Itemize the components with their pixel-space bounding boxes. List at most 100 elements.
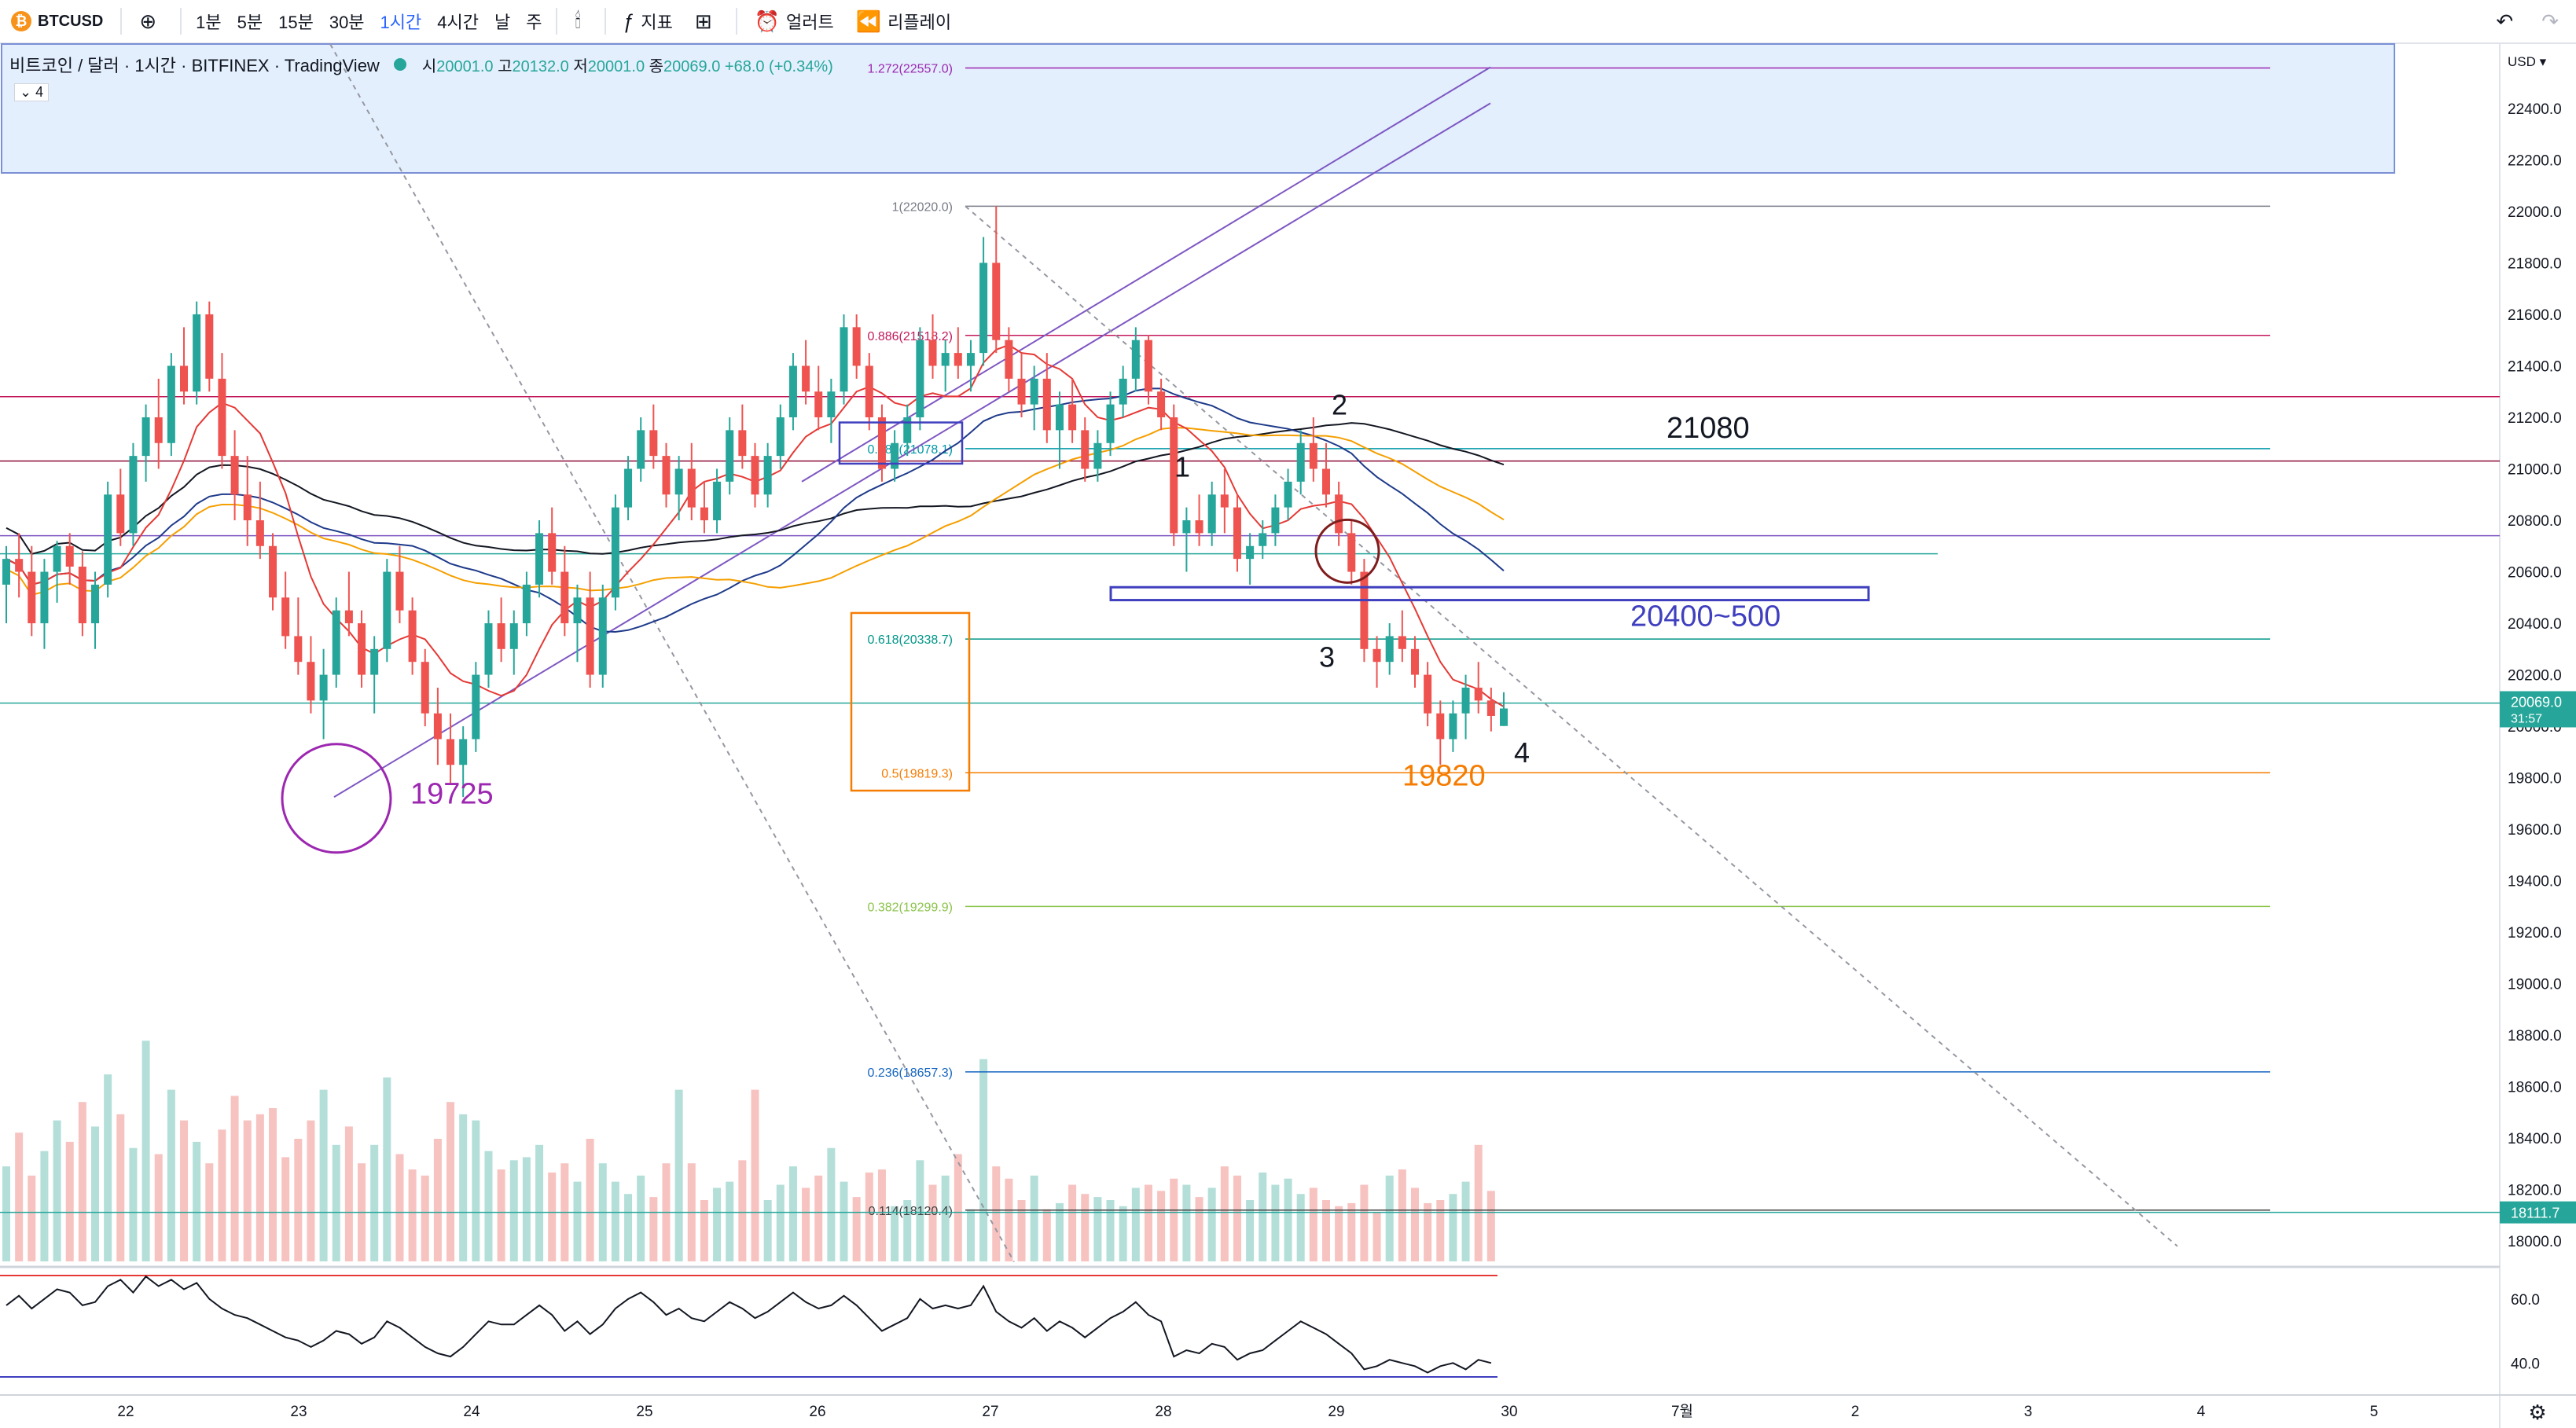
interval-button[interactable]: 15분 bbox=[278, 13, 314, 32]
candle-body bbox=[751, 456, 759, 495]
price-tick-label: 19800.0 bbox=[2508, 771, 2562, 787]
price-badge bbox=[2500, 1201, 2576, 1224]
interval-button[interactable]: 날 bbox=[494, 13, 511, 32]
chart-annotation: 4 bbox=[1514, 736, 1530, 769]
volume-bar bbox=[1335, 1206, 1343, 1261]
price-tick-label: 21800.0 bbox=[2508, 255, 2562, 272]
compare-button[interactable]: ⊕ bbox=[128, 0, 174, 42]
volume-bar bbox=[877, 1169, 886, 1261]
candle-body bbox=[383, 571, 391, 649]
fib-level-label: 1.272(22557.0) bbox=[867, 62, 953, 75]
redo-icon: ↷ bbox=[2541, 9, 2559, 33]
volume-bar bbox=[307, 1120, 315, 1261]
price-tick-label: 21400.0 bbox=[2508, 358, 2562, 375]
volume-bar bbox=[332, 1144, 340, 1261]
price-tick-label: 18000.0 bbox=[2508, 1234, 2562, 1250]
candle-body bbox=[1309, 442, 1317, 469]
interval-button[interactable]: 4시간 bbox=[437, 13, 479, 32]
candle-body bbox=[446, 739, 455, 765]
candle-body bbox=[332, 610, 340, 675]
price-tick-label: 18400.0 bbox=[2508, 1131, 2562, 1147]
candle-body bbox=[1321, 468, 1330, 495]
candle-body bbox=[776, 417, 785, 457]
fib-level-label: 0.114(18120.4) bbox=[869, 1205, 953, 1218]
volume-bar bbox=[2, 1166, 11, 1261]
candle-body bbox=[167, 365, 175, 443]
volume-bar bbox=[91, 1126, 100, 1261]
time-tick-label: 7월 bbox=[1671, 1403, 1693, 1420]
time-tick-label: 4 bbox=[2197, 1404, 2206, 1420]
volume-bar bbox=[852, 1197, 861, 1261]
volume-bar bbox=[383, 1077, 391, 1261]
chart-annotation: 21080 bbox=[1666, 412, 1750, 445]
candle-body bbox=[1360, 571, 1369, 649]
candle-body bbox=[193, 314, 201, 392]
volume-bar bbox=[1106, 1200, 1115, 1261]
volume-bar bbox=[1182, 1184, 1191, 1261]
time-tick-label: 26 bbox=[809, 1404, 825, 1420]
volume-bar bbox=[218, 1129, 226, 1261]
volume-bar bbox=[28, 1175, 36, 1261]
candle-body bbox=[180, 365, 189, 392]
candle-body bbox=[129, 456, 138, 534]
candle-body bbox=[1335, 494, 1343, 534]
volume-bar bbox=[1042, 1209, 1051, 1261]
candle-body bbox=[484, 623, 493, 675]
candle-body bbox=[421, 662, 429, 714]
volume-bar bbox=[776, 1184, 785, 1261]
candle-body bbox=[522, 584, 531, 624]
indicators-button[interactable]: ƒ 지표 bbox=[612, 0, 684, 42]
chart-annotation: 20400~500 bbox=[1630, 600, 1780, 633]
candle-body bbox=[497, 623, 505, 649]
price-tick-label: 19200.0 bbox=[2508, 925, 2562, 942]
candle-body bbox=[700, 507, 708, 521]
candle-body bbox=[1144, 340, 1152, 392]
candle-body bbox=[1017, 378, 1026, 405]
volume-bar bbox=[53, 1120, 61, 1261]
price-badge-label: 18111.7 bbox=[2511, 1206, 2559, 1221]
price-tick-label: 22200.0 bbox=[2508, 152, 2562, 169]
volume-bar bbox=[1410, 1188, 1419, 1261]
candle-body bbox=[269, 545, 277, 598]
candle-body bbox=[966, 353, 975, 366]
symbol-button[interactable]: ₿ BTCUSD bbox=[0, 0, 114, 42]
interval-button[interactable]: 주 bbox=[526, 13, 542, 32]
volume-bar bbox=[344, 1126, 353, 1261]
replay-button[interactable]: ⏪ 리플레이 bbox=[845, 0, 962, 42]
candle-body bbox=[255, 520, 264, 546]
time-tick-label: 28 bbox=[1155, 1404, 1171, 1420]
alerts-button[interactable]: ⏰ 얼러트 bbox=[744, 0, 845, 42]
volume-bar bbox=[243, 1120, 252, 1261]
volume-bar bbox=[535, 1144, 544, 1261]
indicator-collapse-toggle[interactable]: ⌄ 4 bbox=[14, 83, 50, 101]
candle-body bbox=[433, 713, 442, 740]
time-tick-label: 25 bbox=[636, 1404, 652, 1420]
fib-level-label: 0.382(19299.9) bbox=[867, 901, 953, 914]
candles-icon: 🕯 bbox=[575, 9, 581, 32]
rsi-tick-label: 60.0 bbox=[2511, 1292, 2540, 1309]
visibility-dot-icon[interactable] bbox=[393, 58, 406, 71]
volume-bar bbox=[1321, 1200, 1330, 1261]
candle-body bbox=[1461, 687, 1470, 714]
templates-button[interactable]: ⊞ bbox=[684, 0, 729, 42]
time-tick-label: 24 bbox=[463, 1404, 480, 1420]
candle-body bbox=[1233, 507, 1241, 560]
price-tick-label: 20200.0 bbox=[2508, 668, 2562, 685]
indicators-label: 지표 bbox=[641, 13, 673, 32]
volume-bar bbox=[408, 1169, 417, 1261]
chart-type-button[interactable]: 🕯 bbox=[564, 0, 597, 42]
fib-level-label: 0.786(21078.1) bbox=[867, 443, 953, 457]
interval-button[interactable]: 1분 bbox=[196, 13, 222, 32]
interval-button[interactable]: 5분 bbox=[237, 13, 263, 32]
undo-button[interactable]: ↶ bbox=[2485, 0, 2530, 42]
candle-body bbox=[1347, 533, 1356, 572]
redo-button[interactable]: ↷ bbox=[2530, 0, 2576, 42]
candle-body bbox=[1119, 378, 1127, 405]
replay-label: 리플레이 bbox=[887, 13, 952, 32]
price-tick-label: 20600.0 bbox=[2508, 565, 2562, 582]
volume-bar bbox=[548, 1172, 557, 1261]
interval-button[interactable]: 1시간 bbox=[380, 13, 422, 32]
support-zone-box bbox=[1109, 586, 1870, 602]
interval-button[interactable]: 30분 bbox=[329, 13, 365, 32]
